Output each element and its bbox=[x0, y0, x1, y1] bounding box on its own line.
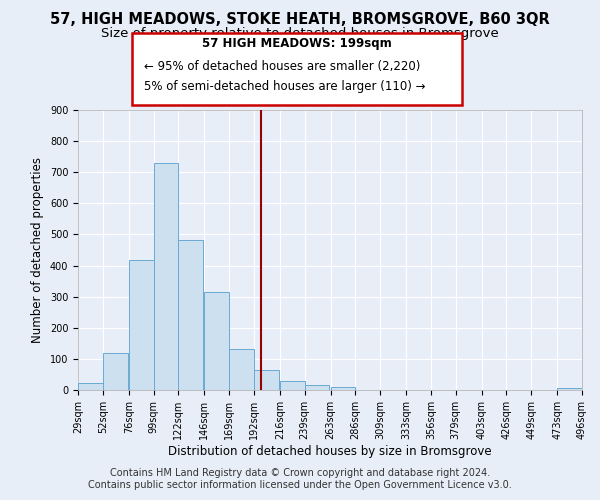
Bar bbox=[204, 292, 229, 390]
Bar bbox=[178, 240, 203, 390]
Text: 57 HIGH MEADOWS: 199sqm: 57 HIGH MEADOWS: 199sqm bbox=[202, 38, 392, 51]
Bar bbox=[331, 387, 355, 390]
Bar bbox=[103, 352, 128, 390]
Bar bbox=[557, 388, 582, 390]
Bar bbox=[305, 386, 329, 390]
Bar bbox=[129, 260, 154, 390]
Text: 5% of semi-detached houses are larger (110) →: 5% of semi-detached houses are larger (1… bbox=[144, 80, 425, 93]
Bar bbox=[280, 380, 305, 390]
Text: ← 95% of detached houses are smaller (2,220): ← 95% of detached houses are smaller (2,… bbox=[144, 60, 421, 73]
Text: Size of property relative to detached houses in Bromsgrove: Size of property relative to detached ho… bbox=[101, 28, 499, 40]
Bar bbox=[254, 370, 279, 390]
Bar bbox=[154, 163, 178, 390]
X-axis label: Distribution of detached houses by size in Bromsgrove: Distribution of detached houses by size … bbox=[168, 444, 492, 458]
Text: Contains public sector information licensed under the Open Government Licence v3: Contains public sector information licen… bbox=[88, 480, 512, 490]
Text: Contains HM Land Registry data © Crown copyright and database right 2024.: Contains HM Land Registry data © Crown c… bbox=[110, 468, 490, 477]
Bar bbox=[229, 348, 254, 390]
Y-axis label: Number of detached properties: Number of detached properties bbox=[31, 157, 44, 343]
Bar bbox=[78, 383, 103, 390]
Text: 57, HIGH MEADOWS, STOKE HEATH, BROMSGROVE, B60 3QR: 57, HIGH MEADOWS, STOKE HEATH, BROMSGROV… bbox=[50, 12, 550, 28]
